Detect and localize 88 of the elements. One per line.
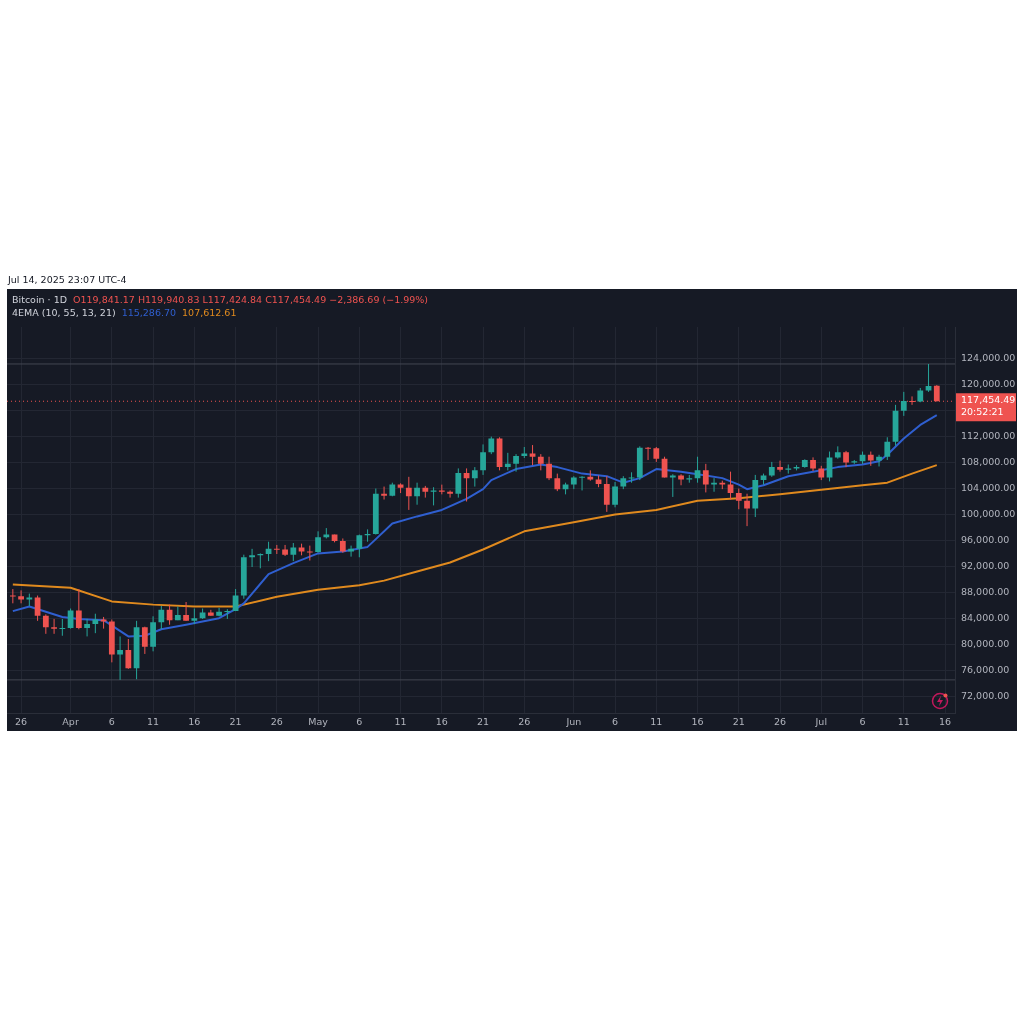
text: 4EMA (10, 55, 13, 21) bbox=[12, 307, 116, 318]
candlestick bbox=[777, 460, 783, 473]
candlestick bbox=[290, 542, 297, 562]
candlestick bbox=[405, 476, 412, 511]
candlestick bbox=[42, 613, 49, 635]
x-tick-label: 21 bbox=[229, 715, 242, 727]
x-tick-label: 11 bbox=[650, 715, 663, 727]
candlestick bbox=[480, 443, 486, 476]
candlestick bbox=[9, 588, 16, 604]
y-tick-label: 96,000.00 bbox=[961, 533, 1010, 545]
x-tick-label: Jun bbox=[565, 715, 582, 727]
x-tick-label: 26 bbox=[15, 715, 28, 727]
candlestick bbox=[645, 446, 651, 461]
candlestick bbox=[34, 595, 41, 622]
candlestick bbox=[529, 444, 536, 466]
candlestick bbox=[735, 488, 742, 510]
x-tick-label: 26 bbox=[518, 715, 531, 727]
y-tick-label: 108,000.00 bbox=[961, 456, 1016, 468]
x-tick-label: 6 bbox=[612, 715, 619, 727]
candlestick bbox=[158, 605, 165, 630]
candlestick bbox=[18, 589, 24, 604]
candlestick bbox=[546, 456, 552, 481]
x-tick-label: 6 bbox=[859, 715, 866, 727]
y-tick-label: 76,000.00 bbox=[961, 663, 1010, 675]
candlestick bbox=[117, 635, 123, 681]
candlestick bbox=[702, 463, 709, 493]
candlestick bbox=[141, 626, 148, 655]
chart-title: Bitcoin · 1D bbox=[12, 294, 67, 305]
x-tick-label: May bbox=[308, 715, 329, 727]
candlestick bbox=[249, 548, 255, 568]
candlestick bbox=[59, 618, 66, 637]
candlestick bbox=[125, 638, 132, 670]
candlestick bbox=[612, 481, 618, 508]
candlestick bbox=[876, 454, 882, 467]
candlestick bbox=[900, 391, 907, 417]
candlestick bbox=[414, 482, 420, 506]
x-tick-label: 6 bbox=[356, 715, 363, 727]
candlestick bbox=[579, 475, 585, 491]
candlestick bbox=[603, 475, 610, 513]
x-tick-label: Jul bbox=[814, 715, 828, 727]
x-tick-label: 11 bbox=[897, 715, 910, 727]
candlestick bbox=[183, 601, 189, 622]
y-tick-label: 104,000.00 bbox=[961, 481, 1016, 493]
candlestick bbox=[455, 467, 462, 499]
candlestick bbox=[84, 618, 90, 637]
text: 107,612.61 bbox=[182, 307, 237, 318]
y-tick-label: 112,000.00 bbox=[961, 430, 1016, 442]
y-tick-label: 88,000.00 bbox=[961, 585, 1010, 597]
candlestick bbox=[884, 436, 891, 461]
x-tick-label: 21 bbox=[477, 715, 490, 727]
y-tick-label: 92,000.00 bbox=[961, 559, 1010, 571]
y-tick-label: 80,000.00 bbox=[961, 637, 1010, 649]
y-tick-label: 84,000.00 bbox=[961, 611, 1010, 623]
candlestick bbox=[513, 453, 519, 473]
text: Jul 14, 2025 23:07 UTC-4 bbox=[8, 274, 127, 285]
candlestick bbox=[471, 466, 478, 488]
candlestick bbox=[224, 608, 231, 620]
candlestick bbox=[282, 544, 288, 557]
x-tick-label: 11 bbox=[147, 715, 160, 727]
candlestick bbox=[92, 613, 99, 634]
candlestick bbox=[306, 545, 313, 562]
y-tick-label: 100,000.00 bbox=[961, 507, 1016, 519]
candlestick bbox=[216, 607, 222, 617]
x-tick-label: Apr bbox=[62, 715, 79, 727]
candlestick bbox=[315, 530, 321, 554]
x-tick-label: 26 bbox=[774, 715, 787, 727]
x-tick-label: 16 bbox=[435, 715, 448, 727]
candlestick bbox=[430, 486, 437, 506]
x-tick-label: 16 bbox=[691, 715, 704, 727]
x-tick-label: 26 bbox=[270, 715, 283, 727]
candlestick bbox=[75, 588, 82, 630]
x-tick-label: 16 bbox=[938, 715, 952, 727]
x-tick-label: 21 bbox=[732, 715, 745, 727]
candlestick bbox=[744, 493, 750, 527]
candlestick bbox=[711, 477, 717, 493]
candlestick bbox=[51, 618, 57, 635]
chart-subtitle: O119,841.17 H119,940.83 L117,424.84 C117,454.49 −2,386.69 (−1.99%) bbox=[73, 294, 429, 305]
candlestick bbox=[381, 486, 387, 501]
candlestick bbox=[925, 363, 932, 393]
ref-line-label: 117,454.49 20:52:21 bbox=[961, 393, 1016, 417]
y-tick-label: 124,000.00 bbox=[961, 352, 1016, 364]
y-tick-label: 72,000.00 bbox=[961, 689, 1010, 701]
candlestick bbox=[447, 489, 453, 499]
x-tick-label: 16 bbox=[188, 715, 201, 727]
text: 115,286.70 bbox=[121, 307, 177, 318]
y-tick-label: 120,000.00 bbox=[961, 378, 1016, 390]
x-tick-label: 6 bbox=[108, 715, 115, 727]
x-tick-label: 11 bbox=[394, 715, 407, 727]
